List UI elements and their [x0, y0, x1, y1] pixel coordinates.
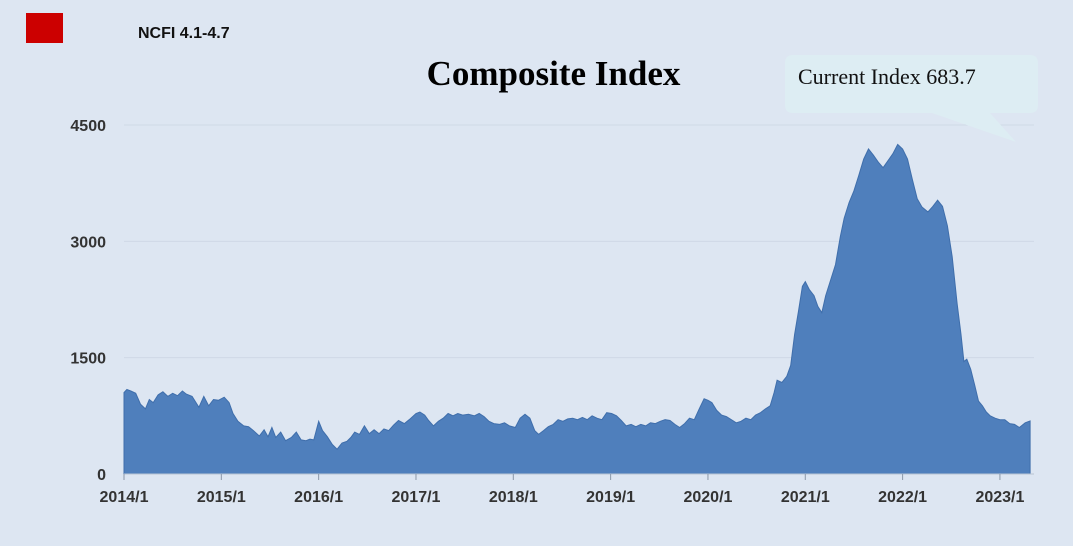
legend-swatch	[26, 13, 63, 43]
x-tick-label: 2023/1	[975, 489, 1024, 506]
legend-label: NCFI 4.1-4.7	[138, 25, 230, 42]
x-tick-label: 2014/1	[100, 489, 149, 506]
y-tick-label: 1500	[70, 351, 106, 368]
x-tick-label: 2016/1	[294, 489, 343, 506]
current-index-callout: Current Index 683.7	[798, 64, 976, 89]
y-tick-label: 4500	[70, 118, 106, 135]
y-tick-label: 0	[97, 467, 106, 484]
callout-bubble	[785, 55, 1038, 142]
x-tick-label: 2022/1	[878, 489, 927, 506]
x-tick-label: 2019/1	[586, 489, 635, 506]
composite-index-area	[123, 143, 1031, 475]
x-tick-label: 2021/1	[781, 489, 830, 506]
chart-title: Composite Index	[426, 54, 681, 93]
y-tick-label: 3000	[70, 234, 106, 251]
x-tick-label: 2015/1	[197, 489, 246, 506]
x-tick-label: 2017/1	[392, 489, 441, 506]
x-tick-label: 2018/1	[489, 489, 538, 506]
x-tick-label: 2020/1	[683, 489, 732, 506]
y-axis-ticks: 0 1500 3000 4500	[70, 118, 106, 484]
x-axis-ticks: 2014/1 2015/1 2016/1 2017/1 2018/1 2019/1 2020…	[100, 474, 1025, 506]
